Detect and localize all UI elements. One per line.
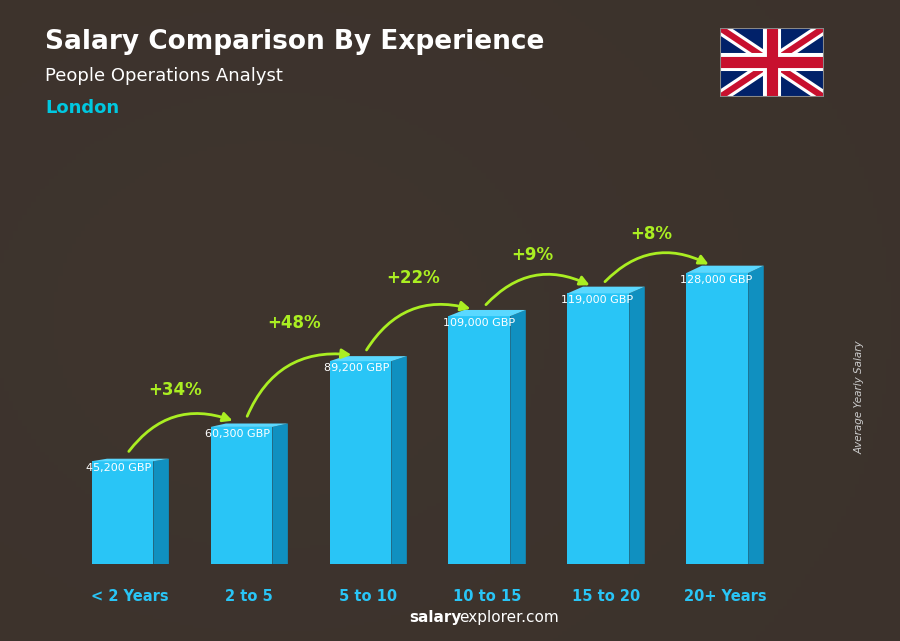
Polygon shape — [510, 310, 526, 564]
Text: 89,200 GBP: 89,200 GBP — [324, 363, 389, 373]
Text: 45,200 GBP: 45,200 GBP — [86, 463, 151, 473]
Text: 5 to 10: 5 to 10 — [339, 588, 397, 604]
Text: salary: salary — [410, 610, 462, 625]
Text: Salary Comparison By Experience: Salary Comparison By Experience — [45, 29, 544, 55]
Text: Average Yearly Salary: Average Yearly Salary — [854, 340, 865, 454]
Text: 128,000 GBP: 128,000 GBP — [680, 275, 752, 285]
Polygon shape — [629, 287, 644, 564]
Polygon shape — [153, 459, 169, 564]
Polygon shape — [448, 310, 526, 316]
Polygon shape — [567, 287, 644, 294]
Polygon shape — [392, 356, 407, 564]
Text: +22%: +22% — [386, 269, 440, 287]
Bar — [211, 427, 273, 564]
Bar — [567, 294, 629, 564]
Text: 20+ Years: 20+ Years — [684, 588, 767, 604]
Text: +34%: +34% — [148, 381, 202, 399]
Text: 119,000 GBP: 119,000 GBP — [562, 295, 634, 305]
Polygon shape — [211, 424, 288, 427]
Polygon shape — [92, 459, 169, 462]
Text: 2 to 5: 2 to 5 — [225, 588, 273, 604]
Text: 15 to 20: 15 to 20 — [572, 588, 640, 604]
Text: +9%: +9% — [511, 246, 554, 263]
Text: explorer.com: explorer.com — [459, 610, 559, 625]
Polygon shape — [748, 265, 764, 564]
Text: 109,000 GBP: 109,000 GBP — [443, 318, 515, 328]
Bar — [687, 273, 748, 564]
Text: 10 to 15: 10 to 15 — [453, 588, 521, 604]
Text: +48%: +48% — [267, 314, 321, 332]
Text: < 2 Years: < 2 Years — [92, 588, 169, 604]
Polygon shape — [687, 265, 764, 273]
Text: +8%: +8% — [630, 225, 672, 243]
Polygon shape — [273, 424, 288, 564]
Text: 60,300 GBP: 60,300 GBP — [204, 429, 270, 438]
Bar — [448, 316, 510, 564]
Bar — [92, 462, 153, 564]
Polygon shape — [329, 356, 407, 361]
Text: London: London — [45, 99, 119, 117]
Bar — [329, 361, 392, 564]
Text: People Operations Analyst: People Operations Analyst — [45, 67, 283, 85]
